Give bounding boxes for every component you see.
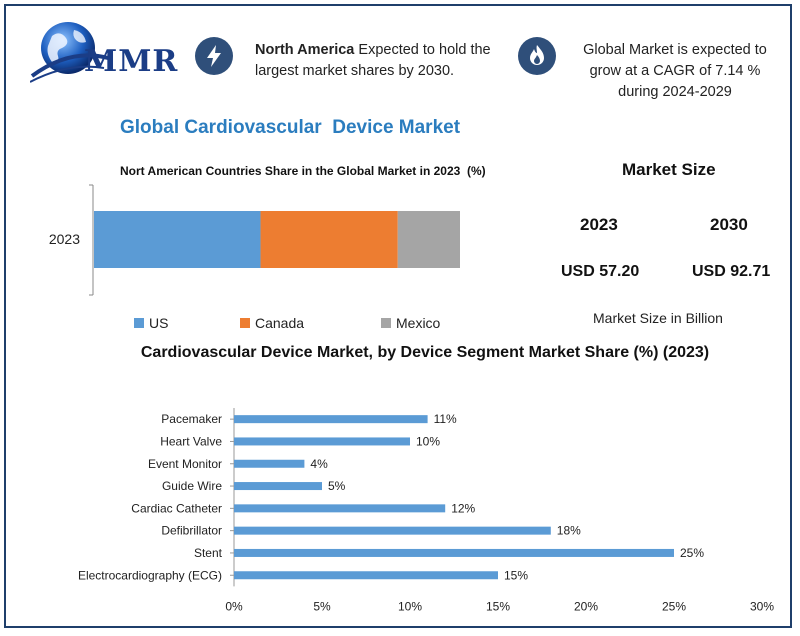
segment-bar	[234, 482, 322, 491]
mmr-logo: MMR	[14, 14, 184, 86]
bar-canada	[260, 211, 398, 268]
data-label: 4%	[310, 457, 328, 471]
segment-bar	[234, 415, 428, 424]
x-tick-label: 5%	[313, 599, 331, 613]
market-size-year-2030: 2030	[710, 215, 748, 234]
data-label: 5%	[328, 479, 346, 493]
legend-canada: Canada	[240, 315, 304, 331]
data-label: 15%	[504, 568, 528, 582]
x-tick-label: 15%	[486, 599, 510, 613]
segment-bar	[234, 548, 674, 557]
chart2-title: Cardiovascular Device Market, by Device …	[140, 344, 710, 361]
data-label: 12%	[451, 501, 475, 515]
lightning-icon	[195, 37, 233, 75]
logo-text: MMR	[84, 44, 179, 79]
legend-us-label: US	[149, 315, 169, 331]
bar-mexico	[397, 211, 460, 268]
stacked-bar-chart: 2023	[49, 184, 460, 296]
market-size-value-2030: USD 92.71	[692, 263, 771, 280]
segment-bar	[234, 437, 410, 446]
chart1-title: Nort American Countries Share in the Glo…	[120, 164, 486, 178]
category-label: Stent	[194, 546, 223, 560]
bar-us	[94, 211, 261, 268]
cagr-info: Global Market is expected to grow at a C…	[583, 42, 767, 100]
segment-bar	[234, 504, 446, 513]
category-label: Electrocardiography (ECG)	[78, 568, 222, 582]
chart1-category-label: 2023	[49, 231, 80, 247]
outer-frame	[4, 4, 792, 628]
data-label: 10%	[416, 434, 440, 448]
category-label: Defibrillator	[161, 524, 222, 538]
category-label: Guide Wire	[162, 479, 222, 493]
north-america-text: Expected to hold the largest market shar…	[255, 42, 491, 79]
globe-icon	[30, 22, 109, 83]
segment-bar	[234, 526, 551, 535]
x-tick-label: 0%	[225, 599, 243, 613]
data-label: 11%	[434, 412, 457, 426]
x-tick-label: 30%	[750, 599, 774, 613]
x-tick-label: 20%	[574, 599, 598, 613]
legend-us: US	[134, 315, 168, 331]
flame-icon	[518, 37, 556, 75]
x-tick-label: 25%	[662, 599, 686, 613]
segment-bar-chart: Pacemaker 11% Heart Valve 10% Event Monitor 4…	[78, 408, 774, 613]
legend-mexico-swatch	[381, 318, 391, 328]
x-tick-label: 10%	[398, 599, 422, 613]
legend-us-swatch	[134, 318, 144, 328]
category-label: Heart Valve	[160, 434, 222, 448]
data-label: 25%	[680, 546, 704, 560]
category-label: Pacemaker	[161, 412, 222, 426]
legend-mexico: Mexico	[381, 315, 440, 331]
segment-bar	[234, 571, 498, 580]
legend-canada-label: Canada	[255, 315, 305, 331]
market-size-title: Market Size	[622, 160, 716, 179]
market-size-note: Market Size in Billion	[593, 310, 723, 326]
legend-canada-swatch	[240, 318, 250, 328]
data-label: 18%	[557, 524, 581, 538]
main-title: Global Cardiovascular Device Market	[120, 117, 461, 138]
market-size-year-2023: 2023	[580, 215, 618, 234]
market-size-value-2023: USD 57.20	[561, 263, 640, 280]
legend-mexico-label: Mexico	[396, 315, 441, 331]
segment-bar	[234, 459, 305, 468]
category-label: Cardiac Catheter	[131, 501, 222, 515]
north-america-info: North America Expected to hold the large…	[255, 40, 510, 82]
north-america-label: North America	[255, 42, 355, 58]
category-label: Event Monitor	[148, 457, 222, 471]
